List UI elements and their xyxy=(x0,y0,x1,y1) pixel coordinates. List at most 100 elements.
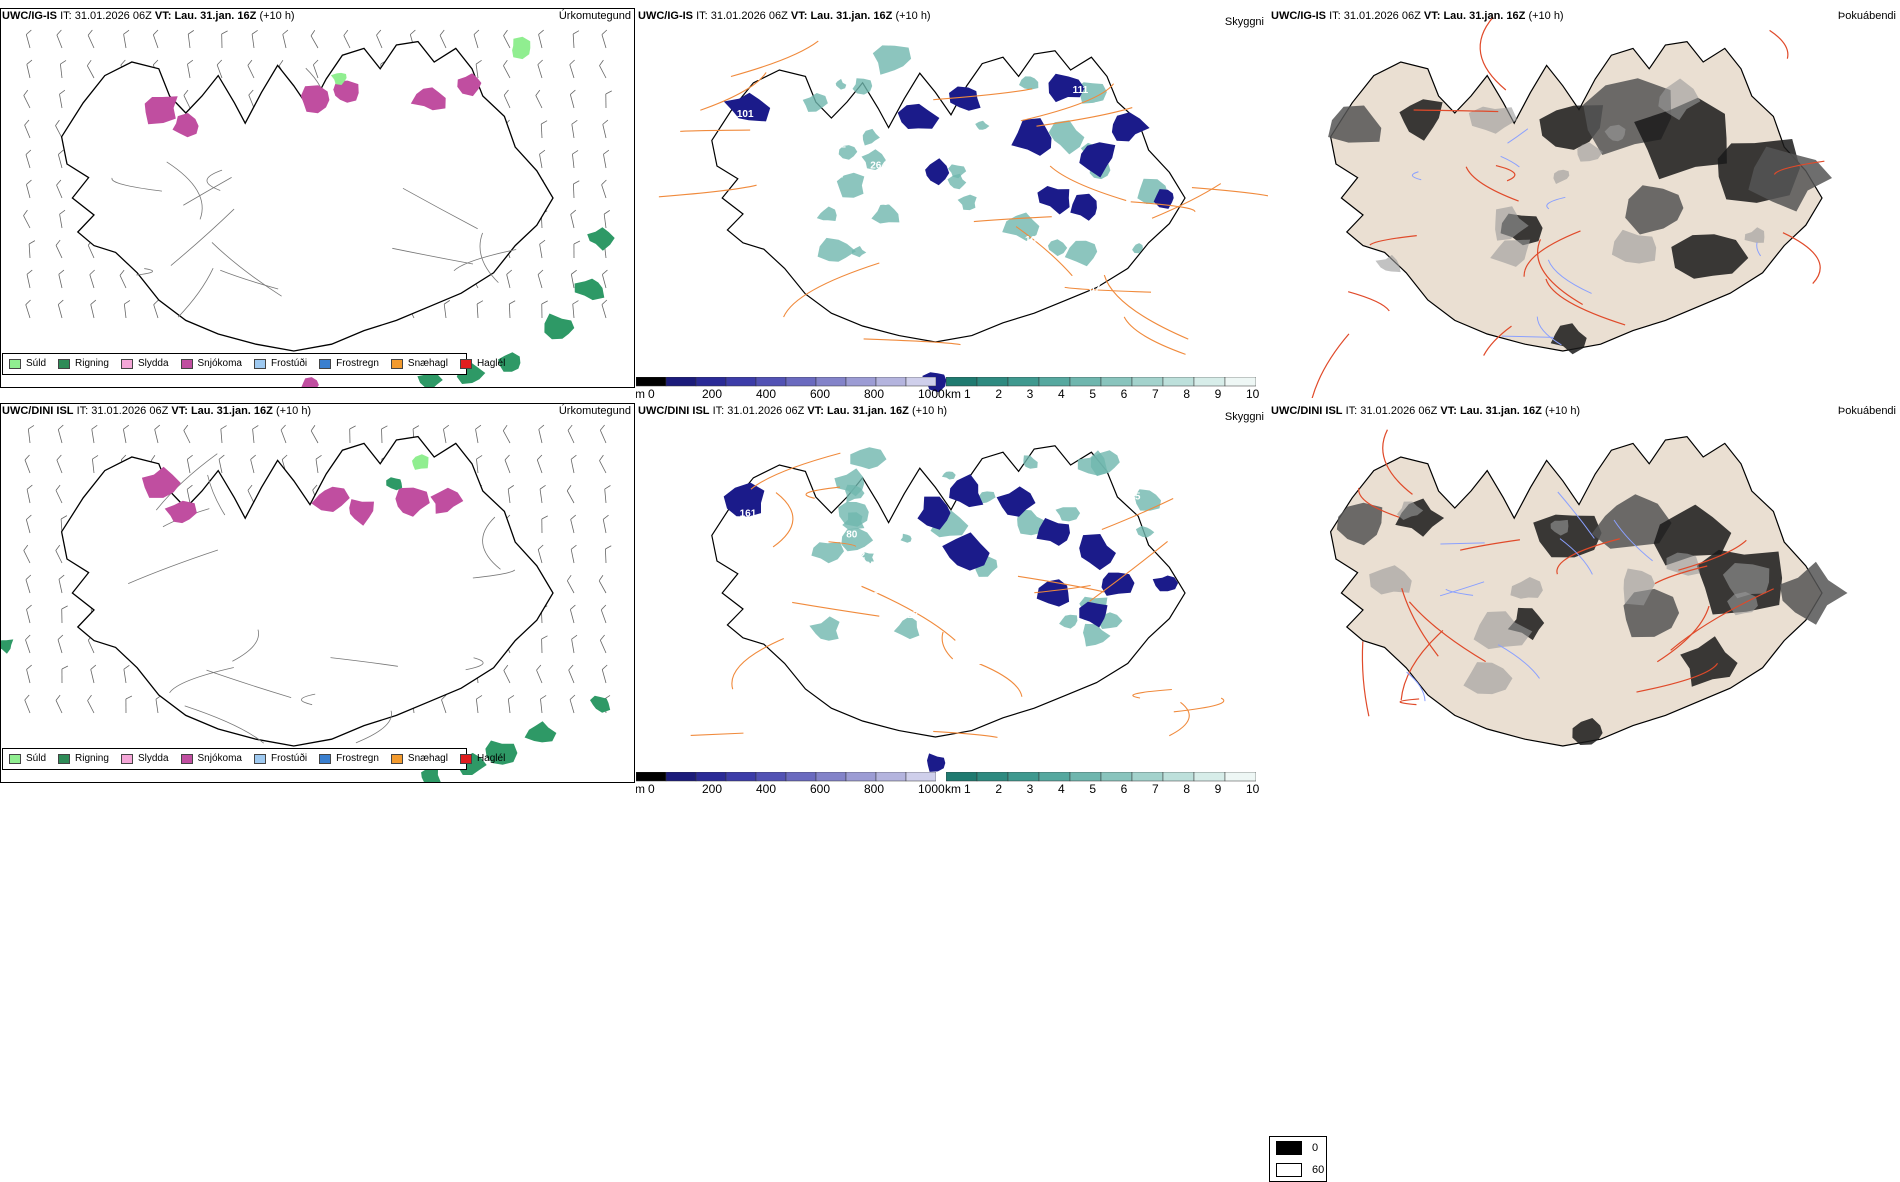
cloudbase-value: 80 xyxy=(846,530,858,541)
colorbar-step xyxy=(1225,377,1256,386)
legend-label: Frostregn xyxy=(336,753,379,764)
precip-type-panel: UWC/DINI ISL IT: 31.01.2026 06Z VT: Lau.… xyxy=(0,403,635,783)
cloudbase-value: 110 xyxy=(937,588,954,599)
it-value: 31.01.2026 06Z xyxy=(91,405,168,417)
colorbar-tick: 7 xyxy=(1152,387,1159,398)
colorbar-unit: m xyxy=(636,782,645,793)
cloudbase-value: 134 xyxy=(1104,688,1121,699)
precip-type-label: Úrkomutegund xyxy=(559,10,631,22)
cloudbase-map: 1221721201049277898687157264127139101979… xyxy=(636,8,1268,398)
colorbar-step xyxy=(726,772,756,781)
road-line xyxy=(1348,292,1389,311)
colorbar-tick: 8 xyxy=(1183,387,1190,398)
visibility-area xyxy=(873,45,911,74)
fog-legend-label: 60 xyxy=(1312,1164,1324,1176)
cloudbase-value: 127 xyxy=(975,231,992,242)
road-line xyxy=(1104,275,1188,339)
fog-legend-swatch xyxy=(1276,1141,1302,1155)
fog-indicator-panel: UWC/DINI ISL IT: 31.01.2026 06Z VT: Lau.… xyxy=(1269,403,1900,793)
legend-swatch xyxy=(121,359,133,369)
colorbar-step xyxy=(756,377,786,386)
colorbar-step xyxy=(1194,772,1225,781)
cloudbase-value: 77 xyxy=(769,155,781,166)
cloudbase-value: 101 xyxy=(737,109,754,120)
legend-label: Snjókoma xyxy=(198,753,242,764)
colorbar-tick: 5 xyxy=(1089,387,1096,398)
cloudbase-value: 111 xyxy=(1059,484,1075,495)
colorbar-tick: 6 xyxy=(1121,782,1128,793)
cloudbase-value: 99 xyxy=(874,586,886,597)
panel-title: UWC/IG-IS IT: 31.01.2026 06Z VT: Lau. 31… xyxy=(1271,10,1564,22)
colorbar-step xyxy=(666,772,696,781)
vt-value: Lau. 31.jan. 16Z xyxy=(827,405,909,417)
it-value: 31.01.2026 06Z xyxy=(75,10,152,22)
visibility-label: Skyggni xyxy=(1225,16,1264,28)
cloudbase-value: 80 xyxy=(1030,640,1042,651)
colorbar-tick: 600 xyxy=(810,387,830,398)
vt-value: Lau. 31.jan. 16Z xyxy=(1460,405,1542,417)
legend-item: Slydda xyxy=(121,753,169,764)
cloudbase-value: 127 xyxy=(902,610,919,621)
legend-item: Frostregn xyxy=(319,358,379,369)
cloudbase-value: 120 xyxy=(930,195,947,206)
cloudbase-value: 161 xyxy=(740,508,757,519)
fog-legend-swatch xyxy=(1276,1163,1302,1177)
cloudbase-value: 88 xyxy=(877,197,889,208)
model-name: UWC/IG-IS xyxy=(638,10,693,22)
low-cloud-area xyxy=(1102,573,1135,596)
colorbar-tick: 5 xyxy=(1089,782,1096,793)
it-value: 31.01.2026 06Z xyxy=(711,10,788,22)
vt-value: Lau. 31.jan. 16Z xyxy=(1443,10,1525,22)
legend-swatch xyxy=(460,359,472,369)
legend-swatch xyxy=(121,754,133,764)
colorbar-step xyxy=(1008,772,1039,781)
colorbar-tick: 400 xyxy=(756,387,776,398)
fog-legend-label: 0 xyxy=(1312,1142,1318,1154)
legend-label: Snæhagl xyxy=(408,358,448,369)
colorbar-tick: 1 xyxy=(964,387,971,398)
colorbar-step xyxy=(1039,377,1070,386)
legend-item: Rigning xyxy=(58,358,109,369)
legend-label: Snjókoma xyxy=(198,358,242,369)
colorbar-step xyxy=(1101,772,1132,781)
colorbar-tick: 0 xyxy=(648,387,655,398)
colorbar-step xyxy=(636,772,666,781)
precip-map-frame xyxy=(0,403,635,783)
lead-time: (+10 h) xyxy=(1528,10,1563,22)
legend-item: Haglél xyxy=(460,753,505,764)
colorbar-tick: 4 xyxy=(1058,782,1065,793)
cloudbase-map: 1378011080133116136214134201951041001611… xyxy=(636,403,1268,793)
cloudbase-value: 86 xyxy=(970,249,982,260)
cloudbase-value: 86 xyxy=(1001,240,1013,251)
cloudbase-value: 87 xyxy=(1089,284,1101,295)
colorbar-step xyxy=(1070,377,1101,386)
it-label: IT: xyxy=(713,405,725,417)
fog-map xyxy=(1269,403,1900,793)
colorbar-tick: 4 xyxy=(1058,387,1065,398)
cloudbase-value: 137 xyxy=(1092,497,1109,508)
vt-label: VT: xyxy=(1424,10,1441,22)
colorbar-step xyxy=(946,377,977,386)
colorbar-step xyxy=(846,377,876,386)
cloudbase-value: 99 xyxy=(910,200,922,211)
fog-legend: 0 60 xyxy=(1269,1136,1327,1182)
cloudbase-value: 116 xyxy=(802,514,819,525)
colorbar-step xyxy=(696,377,726,386)
colorbar-tick: 9 xyxy=(1215,782,1222,793)
precip-type-label: Úrkomutegund xyxy=(559,405,631,417)
colorbar-unit: m xyxy=(636,387,645,398)
model-name: UWC/DINI ISL xyxy=(1271,405,1343,417)
colorbar-step xyxy=(1194,377,1225,386)
road-line xyxy=(1362,641,1368,716)
colorbar-step xyxy=(1039,772,1070,781)
legend-swatch xyxy=(58,754,70,764)
cloudbase-value: 97 xyxy=(834,170,846,181)
cloudbase-value: 83 xyxy=(1003,648,1015,659)
colorbar-step xyxy=(977,772,1008,781)
colorbar-tick: 3 xyxy=(1027,782,1034,793)
legend-swatch xyxy=(460,754,472,764)
legend-label: Haglél xyxy=(477,753,505,764)
legend-swatch xyxy=(254,359,266,369)
colorbar-tick: 2 xyxy=(995,387,1002,398)
colorbar-tick: 1000 xyxy=(918,387,945,398)
